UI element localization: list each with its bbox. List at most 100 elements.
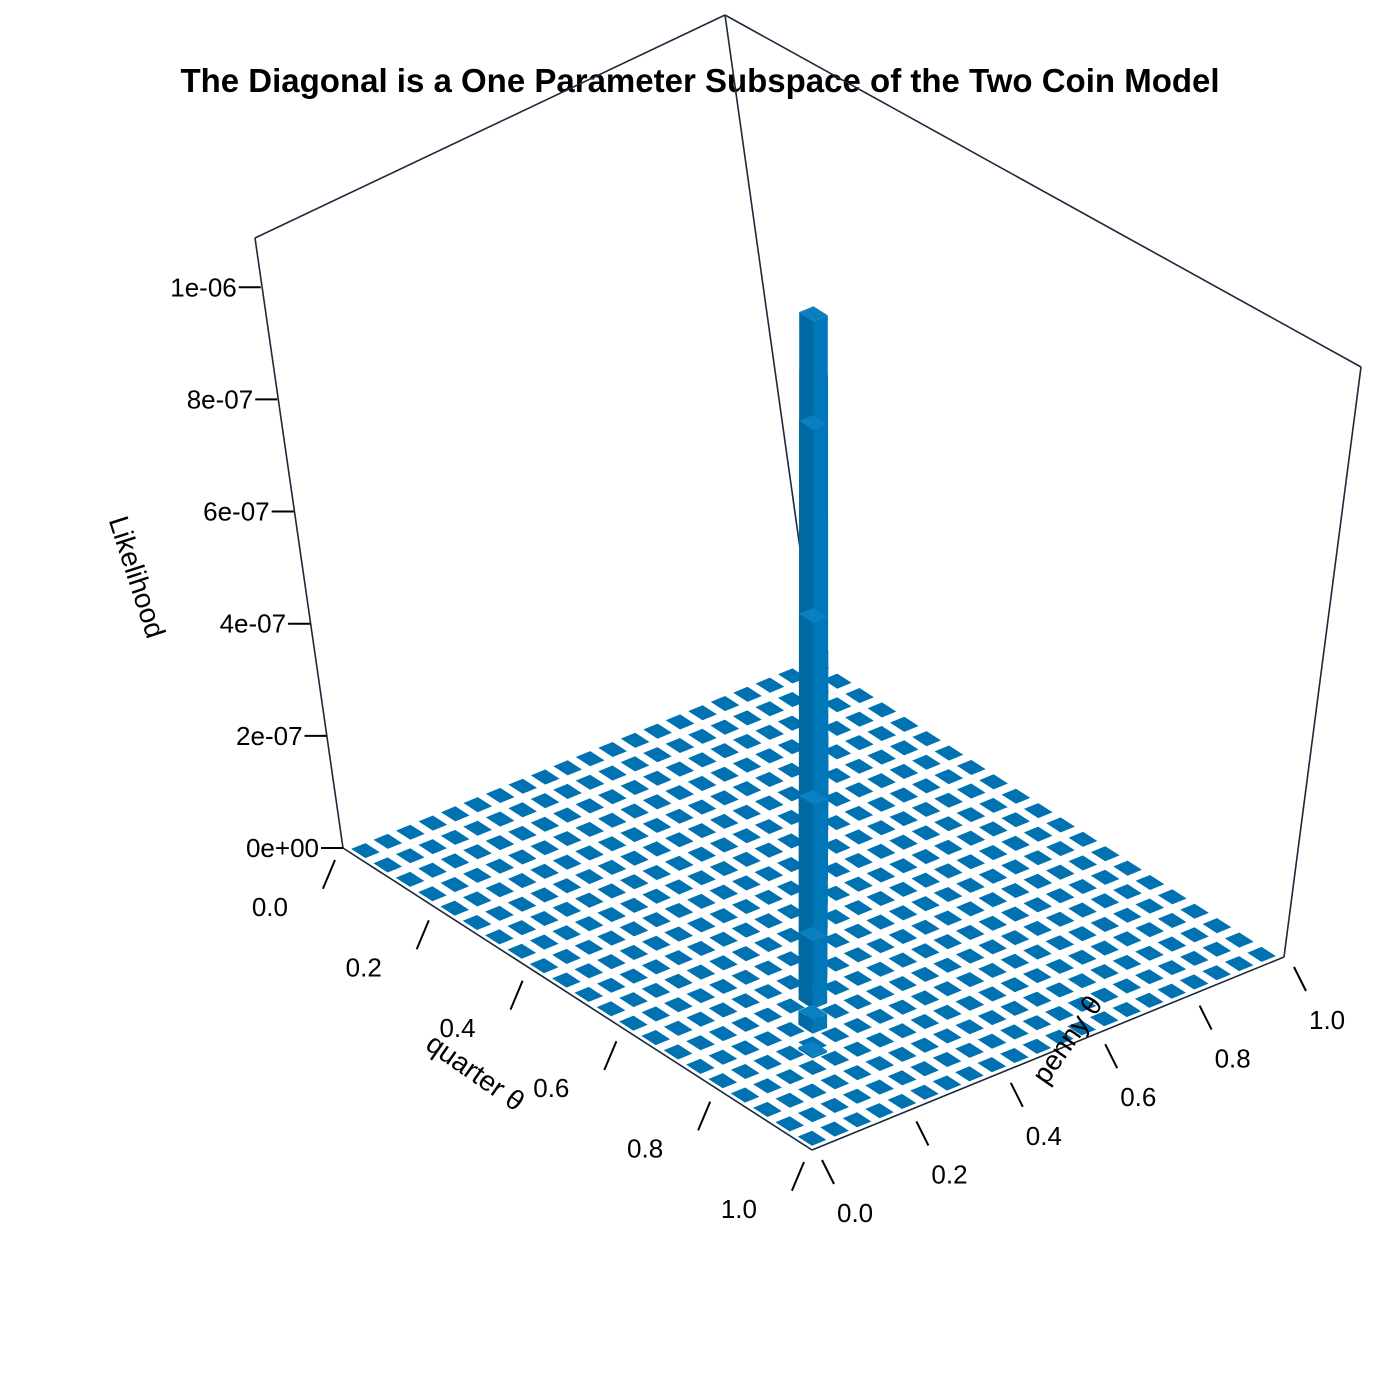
floor-tile — [822, 767, 851, 783]
floor-tile — [934, 792, 963, 808]
floor-tile — [934, 816, 963, 832]
floor-tile — [889, 716, 919, 732]
floor-tile — [1112, 1002, 1142, 1018]
floor-tile — [709, 884, 739, 900]
floor-tile — [1180, 950, 1209, 966]
floor-tile — [1135, 898, 1165, 914]
floor-tile — [529, 934, 559, 950]
floor-tile — [1068, 855, 1098, 871]
floor-tile — [798, 1060, 827, 1075]
floor-tile — [619, 874, 649, 890]
floor-tile — [977, 1010, 1007, 1026]
floor-tile — [843, 1065, 872, 1081]
floor-tile — [665, 761, 695, 777]
floor-tile — [755, 701, 785, 717]
floor-tile — [507, 896, 537, 912]
floor-tile — [775, 1116, 805, 1132]
floor-tile — [821, 838, 851, 854]
floor-tile — [889, 763, 919, 779]
floor-tile — [910, 1084, 939, 1100]
bar-top — [798, 789, 828, 805]
floor-tile — [597, 907, 626, 922]
floor-tile — [911, 849, 941, 865]
floor-tile — [686, 917, 716, 933]
floor-tile — [1180, 903, 1209, 919]
floor-tile — [1090, 893, 1120, 909]
floor-tile — [686, 1011, 715, 1027]
floor-tile — [820, 1027, 850, 1043]
floor-tile — [440, 829, 470, 845]
floor-tile — [754, 913, 783, 929]
floor-tile — [507, 943, 537, 959]
floor-tile — [598, 742, 627, 757]
floor-tile — [843, 994, 873, 1010]
frame-line-2 — [1283, 366, 1362, 958]
floor-tile — [845, 711, 874, 727]
floor-tile — [1202, 918, 1232, 934]
z-tick-label: 4e-07 — [220, 609, 287, 639]
floor-tile — [508, 825, 537, 841]
floor-tile — [777, 833, 806, 849]
floor-tile — [1247, 946, 1276, 962]
floor-tile — [822, 720, 852, 736]
floor-tile — [732, 851, 761, 867]
floor-tile — [821, 885, 851, 901]
x-tick-label: 0.2 — [346, 952, 382, 982]
floor-tile — [797, 1107, 827, 1123]
floor-tile — [732, 757, 762, 773]
floor-tile — [955, 972, 985, 988]
floor-tile — [978, 892, 1008, 908]
floor-tile — [395, 871, 425, 887]
floor-tile — [732, 734, 762, 749]
floor-tile — [1068, 926, 1097, 942]
floor-tile — [575, 774, 605, 790]
z-tick-label: 6e-07 — [203, 497, 270, 527]
floor-tile — [865, 1079, 894, 1095]
floor-tile — [865, 985, 895, 1001]
floor-tile — [373, 833, 403, 849]
floor-tile — [440, 900, 470, 916]
floor-tile — [910, 990, 940, 1006]
floor-tile — [912, 778, 941, 794]
floor-tile — [1112, 954, 1142, 970]
floor-tile — [979, 797, 1008, 813]
floor-tile — [867, 773, 896, 789]
floor-tile — [888, 999, 917, 1015]
floor-tile — [508, 778, 538, 794]
floor-tile — [597, 859, 627, 875]
floor-tile — [889, 858, 918, 874]
floor-tile — [933, 863, 963, 879]
floor-tile — [910, 966, 940, 982]
floor-tile — [619, 992, 648, 1008]
floor-tile — [620, 779, 650, 795]
floor-tile — [979, 821, 1008, 837]
y-tick-label: 0.8 — [1215, 1044, 1251, 1074]
floor-tile — [754, 842, 784, 858]
floor-tile — [642, 794, 672, 810]
floor-tile — [643, 747, 672, 763]
floor-tile — [731, 969, 761, 985]
floor-tile — [664, 950, 693, 966]
floor-tile — [888, 928, 918, 944]
floor-tile — [710, 696, 740, 712]
floor-tile — [956, 854, 985, 870]
floor-tile — [730, 1064, 760, 1079]
floor-tile — [485, 811, 515, 827]
floor-tile — [597, 836, 627, 852]
floor-tile — [820, 1003, 850, 1019]
x-tick — [415, 920, 430, 950]
floor-tile — [485, 858, 515, 874]
floor-tile — [820, 1050, 850, 1066]
bar-top — [798, 1041, 827, 1057]
floor-tile — [844, 876, 873, 892]
floor-tile — [842, 1112, 872, 1128]
floor-tile — [1089, 1011, 1119, 1027]
floor-tile — [688, 705, 717, 721]
floor-tile — [395, 848, 425, 864]
floor-tile — [665, 832, 694, 848]
floor-tile — [596, 977, 626, 993]
floor-tile — [643, 770, 672, 786]
y-tick-label: 0.6 — [1120, 1082, 1156, 1112]
floor-tile — [820, 1074, 850, 1090]
floor-tile — [709, 978, 738, 994]
